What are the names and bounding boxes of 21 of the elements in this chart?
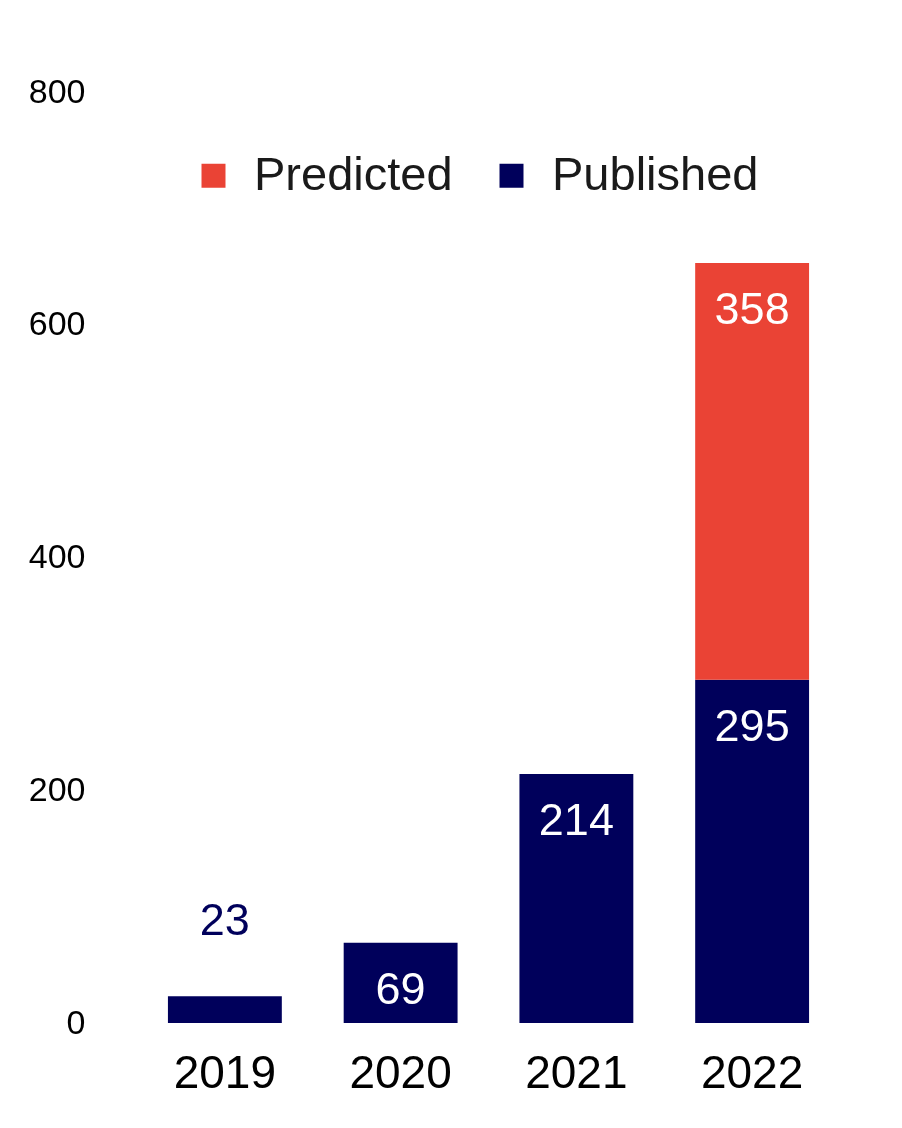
bar xyxy=(695,679,810,1023)
y-tick-label: 600 xyxy=(28,304,86,343)
x-tick-label: 2022 xyxy=(700,1045,804,1098)
x-tick-label: 2020 xyxy=(349,1045,452,1098)
y-tick-label: 400 xyxy=(28,537,86,575)
bar xyxy=(343,942,458,1023)
bar xyxy=(695,263,810,680)
x-tick-label: 2019 xyxy=(173,1045,277,1098)
data-label: 23 xyxy=(199,894,250,946)
bar xyxy=(167,996,282,1023)
data-label: 358 xyxy=(714,283,790,335)
legend-label: Predicted xyxy=(254,146,453,200)
data-label: 214 xyxy=(538,793,614,845)
y-tick-label: 800 xyxy=(28,71,86,110)
y-tick-label: 200 xyxy=(28,769,86,808)
x-tick-label: 2021 xyxy=(525,1045,628,1098)
data-label: 295 xyxy=(714,699,790,751)
y-tick-label: 0 xyxy=(66,1002,86,1041)
legend-label: Published xyxy=(552,146,759,200)
data-label: 69 xyxy=(375,962,426,1014)
bar xyxy=(519,773,634,1023)
